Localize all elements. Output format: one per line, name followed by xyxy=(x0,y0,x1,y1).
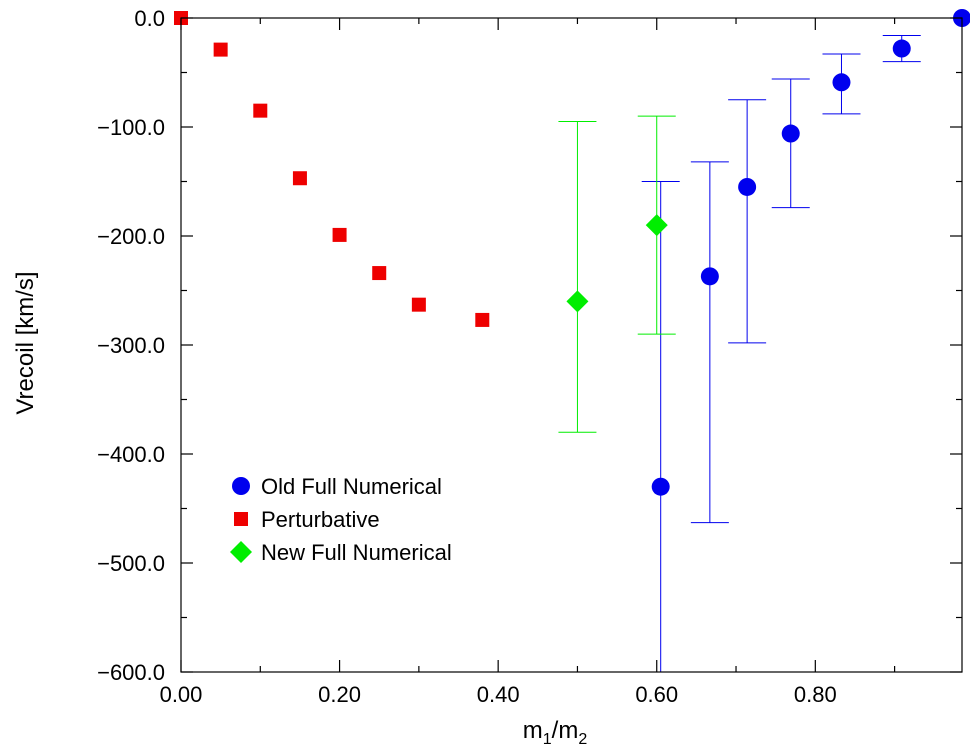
x-tick-label: 0.00 xyxy=(160,682,203,707)
y-tick-label: −100.0 xyxy=(97,115,165,140)
data-point xyxy=(213,42,228,57)
legend-marker xyxy=(234,512,248,526)
data-point xyxy=(292,171,307,186)
x-axis-title: m1/m2 xyxy=(523,717,588,748)
data-point xyxy=(253,103,268,118)
y-tick-label: −200.0 xyxy=(97,224,165,249)
x-axis-title-sub1: 1 xyxy=(543,731,552,748)
data-point xyxy=(651,477,670,496)
series-old-full-numerical xyxy=(641,9,970,672)
plot-marks xyxy=(174,9,970,672)
legend-label: Perturbative xyxy=(261,507,380,532)
x-tick-label: 0.40 xyxy=(477,682,520,707)
data-point xyxy=(700,267,719,286)
data-point xyxy=(475,312,490,327)
data-point xyxy=(645,214,668,237)
data-point xyxy=(832,73,851,92)
y-tick-label: −300.0 xyxy=(97,333,165,358)
data-point xyxy=(781,124,800,143)
legend: Old Full Numerical Perturbative New Full N… xyxy=(230,474,452,565)
series-perturbative xyxy=(174,11,490,327)
data-point xyxy=(738,177,757,196)
x-tick-label: 0.20 xyxy=(318,682,361,707)
x-axis-title-sep: /m xyxy=(552,717,579,744)
data-point xyxy=(566,290,589,313)
plot-frame xyxy=(180,17,963,673)
data-point xyxy=(372,266,387,281)
y-tick-label: 0.0 xyxy=(134,6,165,31)
y-tick-label: −500.0 xyxy=(97,551,165,576)
legend-marker xyxy=(230,541,252,563)
series-new-full-numerical xyxy=(558,115,676,433)
y-tick-label: −400.0 xyxy=(97,442,165,467)
x-axis-title-base: m xyxy=(523,717,543,744)
data-point xyxy=(411,297,426,312)
legend-label: Old Full Numerical xyxy=(261,474,442,499)
x-tick-label: 0.60 xyxy=(635,682,678,707)
y-axis-title: Vrecoil [km/s] xyxy=(12,271,39,414)
legend-label: New Full Numerical xyxy=(261,540,452,565)
axis-ticks: 0.00 0.20 0.40 0.60 0.80 0.0 −100.0 −200.0 −300.… xyxy=(97,6,962,707)
x-axis-title-sub2: 2 xyxy=(578,731,587,748)
x-tick-label: 0.80 xyxy=(794,682,837,707)
legend-marker xyxy=(232,477,250,495)
data-point xyxy=(332,227,347,242)
y-tick-label: −600.0 xyxy=(97,660,165,685)
data-point xyxy=(892,39,911,58)
